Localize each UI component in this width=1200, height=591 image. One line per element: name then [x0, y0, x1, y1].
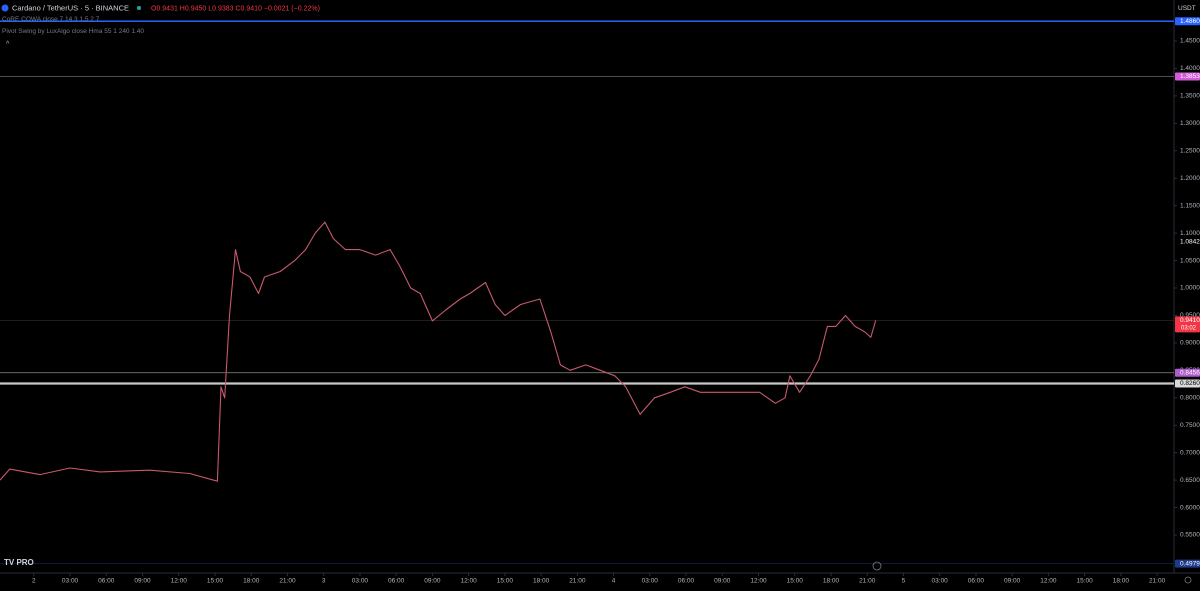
x-tick-label: 09:00	[1004, 578, 1021, 585]
settings-button[interactable]	[1184, 576, 1192, 584]
price-label-bg	[1175, 72, 1200, 81]
x-tick-label: 06:00	[968, 578, 985, 585]
x-tick-label: 12:00	[171, 578, 188, 585]
x-tick-label: 15:00	[207, 578, 224, 585]
countdown: 03:02	[1181, 325, 1197, 331]
x-tick-label: 4	[612, 578, 616, 585]
x-tick-label: 2	[32, 578, 36, 585]
logo: TV PRO	[4, 558, 34, 567]
y-tick-label: 1.1000	[1180, 230, 1200, 237]
currency-label[interactable]: USDT	[1178, 5, 1196, 12]
x-tick-label: 06:00	[678, 578, 695, 585]
goto-realtime-button[interactable]	[872, 561, 882, 571]
ohlc-values: O0.9431 H0.9450 L0.9383 C0.9410 −0.0021 …	[151, 5, 320, 12]
y-tick-label: 1.4500	[1180, 38, 1200, 45]
price-label: 1.0842	[1180, 239, 1200, 246]
x-tick-label: 18:00	[823, 578, 840, 585]
price-label-bg	[1175, 316, 1200, 333]
price-label-bg	[1175, 379, 1200, 388]
x-tick-label: 18:00	[533, 578, 550, 585]
collapse-button[interactable]: ^	[6, 41, 10, 48]
overlay: Cardano / TetherUS · 5 · BINANCE O0.9431…	[1, 3, 1196, 584]
x-tick-label: 15:00	[497, 578, 514, 585]
price-label: 0.9410	[1180, 317, 1200, 324]
x-tick-label: 12:00	[1040, 578, 1057, 585]
x-tick-label: 03:00	[642, 578, 659, 585]
plot-area	[0, 20, 1174, 565]
price-label-bg	[1175, 368, 1200, 377]
symbol-icon	[1, 4, 9, 12]
price-label: 1.3853	[1180, 73, 1200, 80]
x-tick-label: 21:00	[279, 578, 296, 585]
x-tick-label: 15:00	[787, 578, 804, 585]
price-label-bg	[1175, 559, 1200, 568]
x-tick-label: 03:00	[352, 578, 369, 585]
price-label: 1.4860	[1180, 18, 1200, 25]
y-tick-label: 1.2500	[1180, 148, 1200, 155]
y-tick-label: 1.4000	[1180, 65, 1200, 72]
price-label: 0.8260	[1180, 380, 1200, 387]
y-tick-label: 1.1500	[1180, 202, 1200, 209]
price-line	[0, 221, 877, 482]
x-tick-label: 06:00	[388, 578, 405, 585]
y-tick-label: 0.9500	[1180, 312, 1200, 319]
x-tick-label: 21:00	[859, 578, 876, 585]
y-tick-label: 0.8000	[1180, 395, 1200, 402]
y-tick-label: 1.0000	[1180, 285, 1200, 292]
price-label: 0.8456	[1180, 369, 1200, 376]
x-tick-label: 09:00	[134, 578, 151, 585]
y-tick-label: 1.0500	[1180, 257, 1200, 264]
x-tick-label: 03:00	[932, 578, 949, 585]
x-tick-label: 18:00	[243, 578, 260, 585]
x-tick-label: 03:00	[62, 578, 79, 585]
y-tick-label: 1.3000	[1180, 120, 1200, 127]
indicator-label[interactable]: Pivot Swing by LuxAlgo close Hma 55 1 24…	[2, 28, 144, 35]
x-tick-label: 09:00	[714, 578, 731, 585]
y-tick-label: 0.5500	[1180, 532, 1200, 539]
y-tick-label: 1.2000	[1180, 175, 1200, 182]
y-tick-label: 0.7000	[1180, 449, 1200, 456]
x-tick-label: 06:00	[98, 578, 115, 585]
x-tick-label: 5	[902, 578, 906, 585]
price-label-bg	[1175, 17, 1200, 26]
y-tick-label: 0.6500	[1180, 477, 1200, 484]
y-tick-label: 0.6000	[1180, 504, 1200, 511]
x-tick-label: 15:00	[1076, 578, 1093, 585]
x-tick-label: 12:00	[750, 578, 767, 585]
x-tick-label: 3	[322, 578, 326, 585]
market-status	[137, 6, 141, 10]
x-tick-label: 18:00	[1113, 578, 1130, 585]
indicator-label[interactable]: CoRE COWA close 7 14 3 1.5 2 7	[2, 16, 100, 23]
price-label-bg	[1175, 237, 1200, 246]
x-tick-label: 12:00	[460, 578, 477, 585]
y-tick-label: 0.9000	[1180, 340, 1200, 347]
symbol-title[interactable]: Cardano / TetherUS · 5 · BINANCE	[12, 3, 129, 12]
y-tick-label: 0.7500	[1180, 422, 1200, 429]
x-tick-label: 09:00	[424, 578, 441, 585]
x-tick-label: 21:00	[1149, 578, 1166, 585]
y-tick-label: 1.3500	[1180, 93, 1200, 100]
x-tick-label: 21:00	[569, 578, 586, 585]
price-label: 0.4979	[1180, 560, 1200, 567]
